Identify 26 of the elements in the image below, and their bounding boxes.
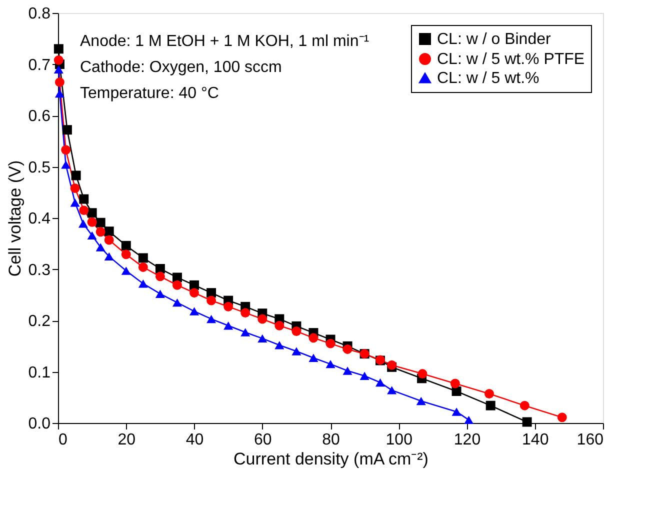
x-tick-label: 0 — [58, 432, 68, 448]
y-tick-label: 0.5 — [28, 159, 51, 176]
x-tick-label: 120 — [454, 432, 481, 448]
x-tick-label: 80 — [322, 432, 340, 448]
y-tick-label: 0.4 — [28, 210, 51, 228]
annotation: Cathode: Oxygen, 100 sccm — [80, 59, 282, 76]
y-axis-title: Cell voltage (V) — [5, 160, 24, 277]
x-tick-label: 20 — [118, 432, 136, 448]
x-tick-label: 40 — [186, 432, 204, 448]
y-tick-label: 0.1 — [28, 364, 51, 382]
x-tick-label: 140 — [522, 432, 549, 448]
legend-label: CL: w / 5 wt.% PTFE — [437, 51, 585, 68]
y-tick-label: 0.6 — [28, 108, 51, 125]
y-tick-label: 0.8 — [28, 6, 51, 22]
x-axis-title: Current density (mA cm⁻²) — [234, 450, 428, 468]
y-tick-label: 0.3 — [28, 262, 51, 279]
y-tick-label: 0.2 — [28, 313, 51, 330]
legend-label: CL: w / 5 wt.% — [437, 70, 540, 87]
y-tick-label: 0.7 — [28, 56, 51, 74]
annotation: Anode: 1 M EtOH + 1 M KOH, 1 ml min⁻¹ — [80, 33, 370, 50]
y-tick-label: 0.0 — [28, 416, 51, 432]
x-tick-label: 100 — [386, 432, 413, 448]
annotation: Temperature: 40 °C — [80, 85, 219, 102]
x-tick-label: 60 — [254, 432, 272, 448]
legend-label: CL: w / o Binder — [437, 31, 552, 48]
x-tick-label: 160 — [576, 432, 604, 448]
